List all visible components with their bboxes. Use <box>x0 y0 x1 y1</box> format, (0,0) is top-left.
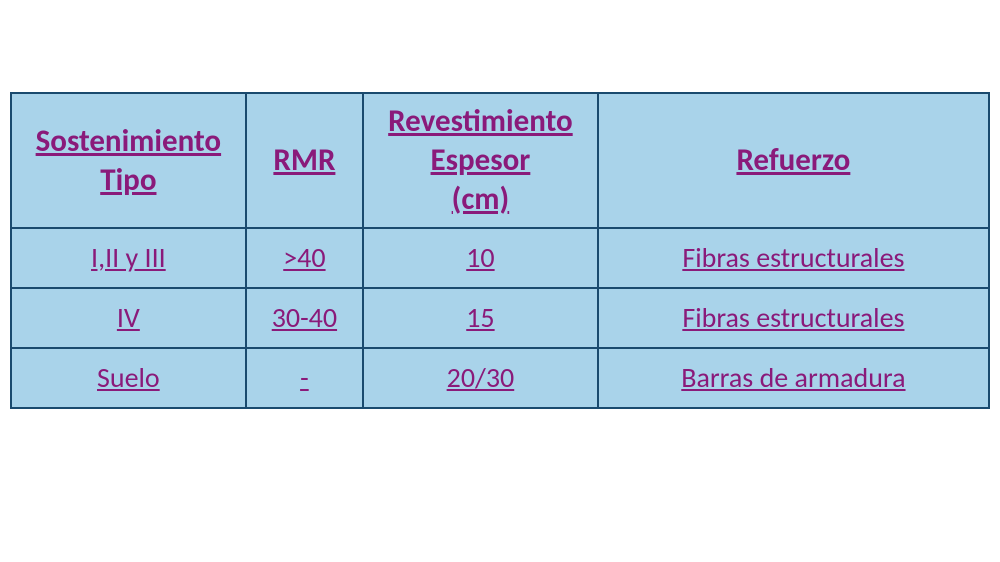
col-header-espesor: RevestimientoEspesor(cm) <box>363 93 598 228</box>
cell-rmr: - <box>246 348 363 408</box>
cell-tipo: I,II y III <box>11 228 246 288</box>
cell-rmr: 30-40 <box>246 288 363 348</box>
cell-tipo: Suelo <box>11 348 246 408</box>
cell-refuerzo: Fibras estructurales <box>598 288 989 348</box>
cell-refuerzo: Fibras estructurales <box>598 228 989 288</box>
col-header-tipo: SostenimientoTipo <box>11 93 246 228</box>
cell-espesor: 10 <box>363 228 598 288</box>
cell-espesor: 20/30 <box>363 348 598 408</box>
cell-tipo: IV <box>11 288 246 348</box>
cell-espesor: 15 <box>363 288 598 348</box>
table-row: IV 30-40 15 Fibras estructurales <box>11 288 989 348</box>
table-container: SostenimientoTipo RMR RevestimientoEspes… <box>10 92 990 409</box>
table-row: I,II y III >40 10 Fibras estructurales <box>11 228 989 288</box>
data-table: SostenimientoTipo RMR RevestimientoEspes… <box>10 92 990 409</box>
cell-rmr: >40 <box>246 228 363 288</box>
col-header-refuerzo: Refuerzo <box>598 93 989 228</box>
table-row: Suelo - 20/30 Barras de armadura <box>11 348 989 408</box>
cell-refuerzo: Barras de armadura <box>598 348 989 408</box>
header-row: SostenimientoTipo RMR RevestimientoEspes… <box>11 93 989 228</box>
col-header-rmr: RMR <box>246 93 363 228</box>
